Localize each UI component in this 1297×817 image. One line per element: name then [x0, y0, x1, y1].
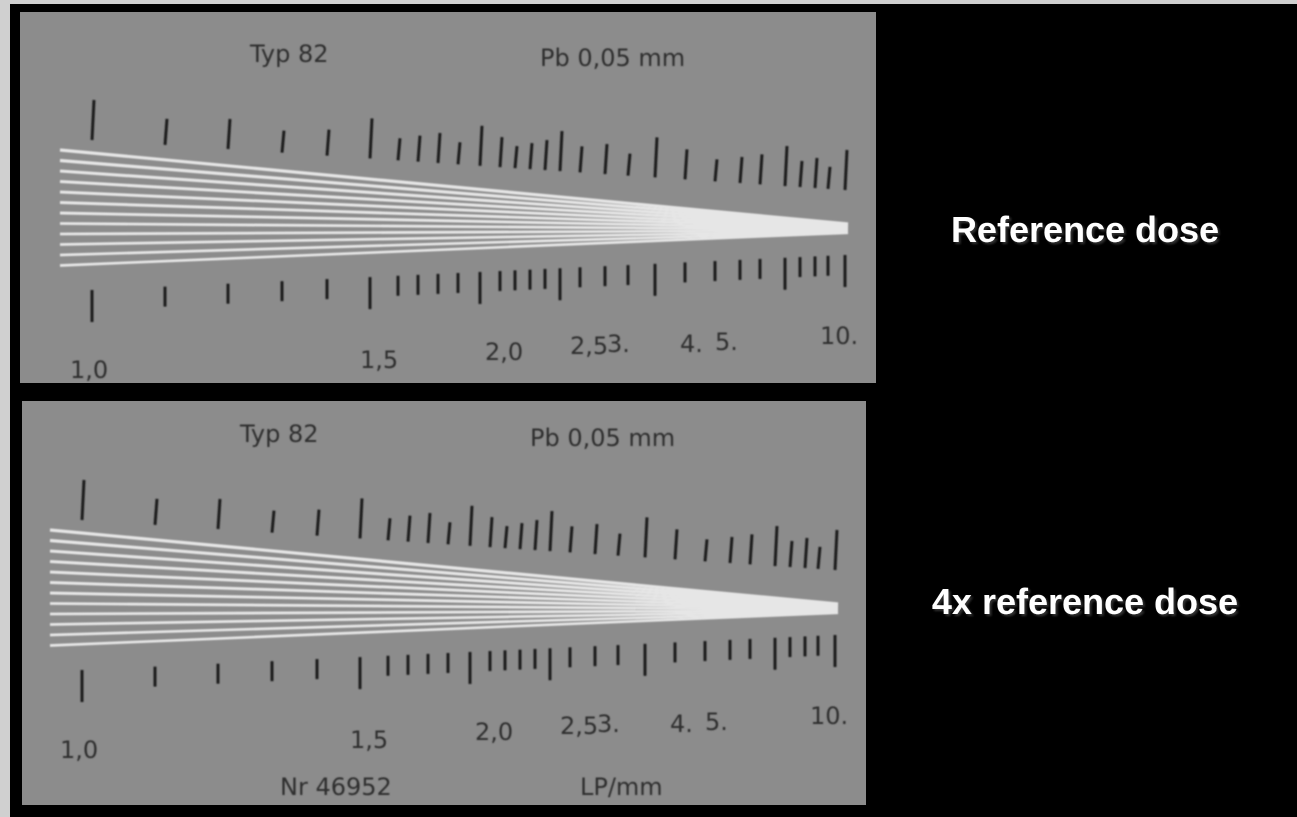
scale-label: 3. — [607, 330, 630, 358]
scale-label: 4. — [680, 330, 703, 358]
tick-mark — [505, 526, 507, 548]
scale-label: 3. — [597, 710, 620, 738]
tick-mark — [428, 513, 430, 543]
tick-mark — [800, 161, 802, 187]
tick-mark — [785, 146, 787, 186]
tick-mark — [282, 131, 284, 153]
tick-mark — [515, 146, 517, 168]
scale-label: 2,0 — [475, 718, 513, 746]
scale-label: 2,5 — [560, 712, 598, 740]
tick-mark — [845, 150, 847, 190]
tick-mark — [165, 119, 167, 145]
tick-mark — [360, 498, 362, 538]
tick-mark — [818, 547, 820, 569]
tick-mark — [500, 137, 502, 167]
scale-label: 10. — [820, 322, 858, 350]
tick-mark — [545, 140, 547, 170]
tick-mark — [595, 524, 597, 554]
tick-mark — [645, 517, 647, 557]
tick-mark — [618, 534, 620, 556]
figure: Typ 82Pb 0,05 mm1,01,52,02,53.4.5.10.Ref… — [0, 0, 1297, 817]
tick-mark — [705, 539, 707, 561]
type-label: Typ 82 — [239, 420, 319, 448]
tick-mark — [805, 538, 807, 568]
type-label: Typ 82 — [249, 40, 329, 68]
scale-label: 1,0 — [70, 356, 108, 384]
tick-mark — [535, 520, 537, 550]
tick-mark — [790, 541, 792, 567]
tick-mark — [418, 136, 420, 162]
tick-mark — [775, 526, 777, 566]
tick-mark — [675, 529, 677, 559]
tick-mark — [82, 480, 84, 520]
material-label: Pb 0,05 mm — [540, 44, 685, 72]
tick-mark — [92, 100, 94, 140]
material-label: Pb 0,05 mm — [530, 424, 675, 452]
tick-mark — [370, 118, 372, 158]
scale-label: 2,0 — [485, 338, 523, 366]
caption: 4x reference dose — [932, 581, 1238, 622]
tick-mark — [730, 537, 732, 563]
scale-label: 1,0 — [60, 736, 98, 764]
tick-mark — [448, 522, 450, 544]
tick-mark — [458, 142, 460, 164]
tick-mark — [550, 511, 552, 551]
tick-mark — [228, 119, 230, 149]
tick-mark — [828, 167, 830, 189]
tick-mark — [327, 130, 329, 156]
scale-label: 1,5 — [350, 726, 388, 754]
scale-label: 4. — [670, 710, 693, 738]
tick-mark — [580, 146, 582, 172]
tick-mark — [560, 131, 562, 171]
tick-mark — [628, 154, 630, 176]
tick-mark — [750, 534, 752, 564]
tick-mark — [605, 144, 607, 174]
unit-label: LP/mm — [580, 773, 663, 801]
tick-mark — [530, 143, 532, 169]
scale-label: 5. — [715, 328, 738, 356]
tick-mark — [835, 530, 837, 570]
tick-mark — [480, 126, 482, 166]
top-border — [0, 0, 1297, 4]
serial-label: Nr 46952 — [280, 773, 392, 801]
tick-mark — [155, 499, 157, 525]
tick-mark — [398, 138, 400, 160]
scale-label: 2,5 — [570, 332, 608, 360]
left-border — [0, 0, 10, 817]
tick-mark — [685, 149, 687, 179]
tick-mark — [438, 133, 440, 163]
tick-mark — [218, 499, 220, 529]
tick-mark — [490, 517, 492, 547]
tick-mark — [570, 526, 572, 552]
tick-mark — [740, 157, 742, 183]
caption: Reference dose — [951, 209, 1219, 250]
tick-mark — [408, 516, 410, 542]
tick-mark — [470, 506, 472, 546]
tick-mark — [520, 523, 522, 549]
tick-mark — [272, 511, 274, 533]
tick-mark — [388, 518, 390, 540]
tick-mark — [815, 158, 817, 188]
tick-mark — [317, 510, 319, 536]
scale-label: 10. — [810, 702, 848, 730]
tick-mark — [760, 154, 762, 184]
scale-label: 1,5 — [360, 346, 398, 374]
tick-mark — [715, 159, 717, 181]
scale-label: 5. — [705, 708, 728, 736]
tick-mark — [655, 137, 657, 177]
